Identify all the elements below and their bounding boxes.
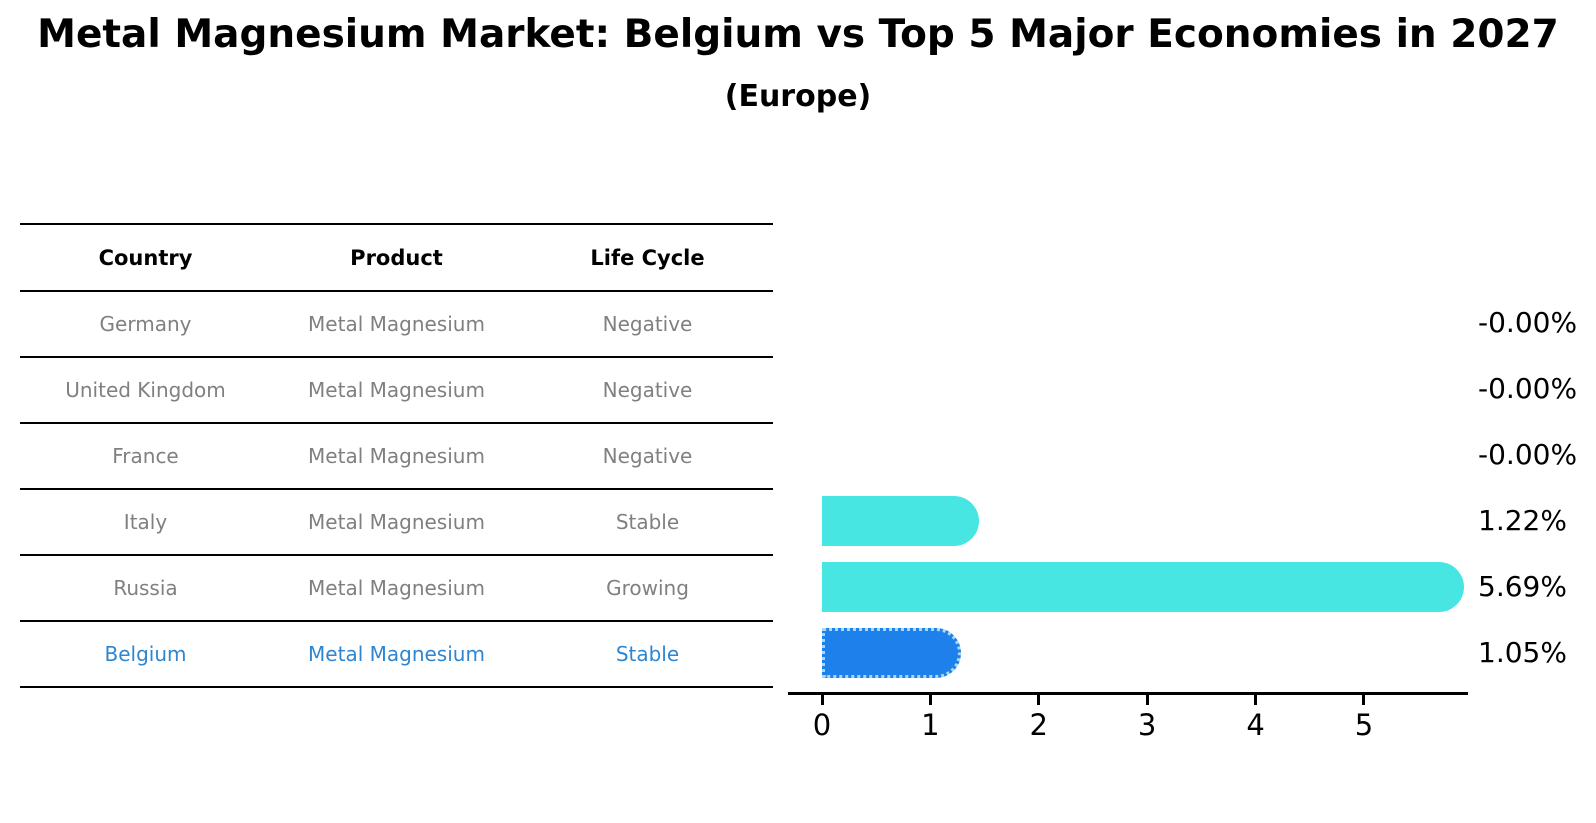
x-axis-line	[788, 692, 1468, 695]
x-tick-mark	[928, 694, 932, 705]
table-row: Belgium Metal Magnesium Stable	[20, 622, 773, 688]
x-tick-label: 0	[812, 708, 832, 742]
table-row: United Kingdom Metal Magnesium Negative	[20, 358, 773, 424]
cell-life-cycle: Negative	[602, 444, 693, 468]
column-header-life-cycle: Life Cycle	[590, 245, 705, 270]
cell-country: France	[112, 444, 179, 468]
value-label: 1.05%	[1478, 636, 1567, 669]
table-header-row: Country Product Life Cycle	[20, 225, 773, 292]
x-tick-label: 5	[1354, 708, 1374, 742]
x-tick-label: 1	[921, 708, 940, 742]
value-label: -0.00%	[1478, 372, 1578, 405]
cell-product: Metal Magnesium	[308, 312, 485, 336]
x-tick-label: 2	[1029, 708, 1048, 742]
table-row: Italy Metal Magnesium Stable	[20, 490, 773, 556]
bar-belgium	[822, 628, 961, 678]
cell-product: Metal Magnesium	[308, 444, 485, 468]
value-label: -0.00%	[1478, 438, 1578, 471]
x-tick-mark	[820, 694, 824, 705]
table-row: Russia Metal Magnesium Growing	[20, 556, 773, 622]
table-row: France Metal Magnesium Negative	[20, 424, 773, 490]
cell-life-cycle: Stable	[615, 642, 680, 666]
chart-subtitle: (Europe)	[724, 79, 872, 114]
bar-russia	[822, 562, 1464, 612]
cell-life-cycle: Stable	[615, 510, 680, 534]
x-tick-mark	[1362, 694, 1366, 705]
country-table: Country Product Life Cycle Germany Metal …	[20, 223, 773, 688]
x-tick-mark	[1145, 694, 1149, 705]
cell-country: Belgium	[104, 642, 187, 666]
column-header-product: Product	[350, 245, 443, 270]
table-row: Germany Metal Magnesium Negative	[20, 292, 773, 358]
cell-product: Metal Magnesium	[308, 510, 485, 534]
cell-country: Italy	[123, 510, 168, 534]
value-label: 5.69%	[1478, 570, 1567, 603]
x-tick-label: 3	[1137, 708, 1157, 742]
value-label: 1.22%	[1478, 504, 1567, 537]
x-tick-mark	[1037, 694, 1041, 705]
chart-title: Metal Magnesium Market: Belgium vs Top 5…	[37, 12, 1559, 57]
x-tick-label: 4	[1246, 708, 1265, 742]
cell-life-cycle: Negative	[602, 378, 693, 402]
cell-life-cycle: Negative	[602, 312, 693, 336]
cell-product: Metal Magnesium	[308, 378, 485, 402]
bar-italy	[822, 496, 980, 546]
cell-country: United Kingdom	[65, 378, 226, 402]
value-label: -0.00%	[1478, 306, 1578, 339]
cell-product: Metal Magnesium	[308, 576, 485, 600]
cell-product: Metal Magnesium	[308, 642, 485, 666]
x-tick-mark	[1254, 694, 1258, 705]
cell-country: Germany	[99, 312, 192, 336]
table-body: Germany Metal Magnesium Negative United Kin…	[20, 292, 773, 688]
column-header-country: Country	[98, 245, 193, 270]
cell-country: Russia	[113, 576, 178, 600]
cell-life-cycle: Growing	[606, 576, 689, 600]
